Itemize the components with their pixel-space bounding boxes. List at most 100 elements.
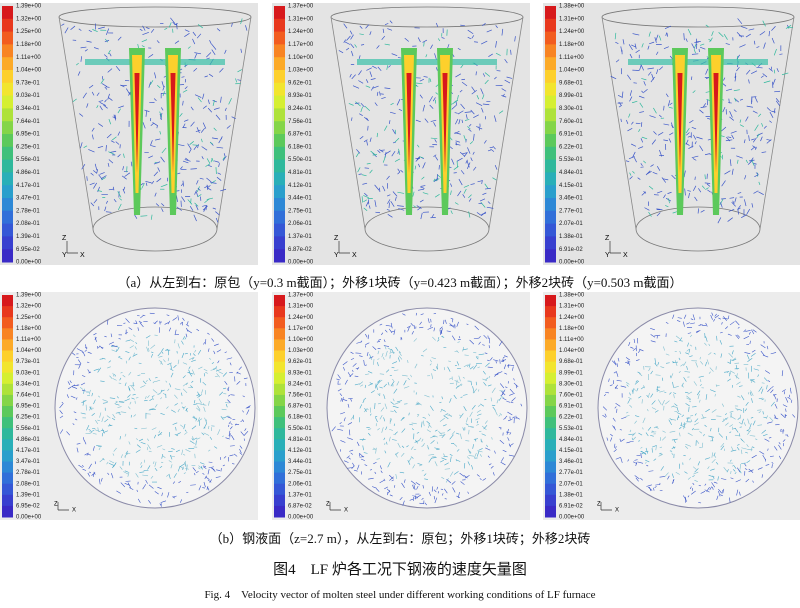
velocity-vector (236, 371, 239, 374)
velocity-vector (122, 374, 126, 378)
velocity-vector (181, 352, 185, 359)
velocity-vector (157, 486, 162, 490)
velocity-vector (344, 41, 351, 45)
velocity-vector (192, 467, 197, 472)
velocity-vector (407, 359, 409, 364)
velocity-vector (472, 444, 474, 449)
velocity-vector (754, 124, 759, 131)
velocity-vector (351, 50, 354, 57)
velocity-vector (484, 352, 488, 354)
velocity-vector (188, 366, 191, 369)
velocity-vector (687, 332, 692, 334)
velocity-vector (697, 208, 699, 214)
velocity-vector (505, 415, 508, 419)
velocity-vector (144, 109, 150, 112)
velocity-vector (359, 33, 364, 36)
velocity-vector (190, 106, 194, 111)
velocity-vector (370, 78, 376, 80)
velocity-vector (639, 102, 644, 108)
colorbar-label: 6.18e-01 (288, 144, 312, 150)
velocity-vector (631, 143, 637, 147)
velocity-vector (166, 473, 170, 477)
velocity-vector (425, 54, 428, 58)
velocity-vector (185, 449, 191, 453)
velocity-vector (171, 448, 175, 450)
velocity-vector (763, 433, 768, 437)
velocity-vector (770, 455, 774, 457)
velocity-vector (215, 114, 221, 121)
velocity-vector (421, 497, 424, 500)
velocity-vector (379, 465, 382, 470)
velocity-vector (627, 360, 630, 366)
velocity-vector (182, 123, 186, 128)
colorbar-band (545, 306, 556, 318)
velocity-vector (432, 435, 435, 438)
colorbar-label: 1.25e+00 (16, 315, 42, 321)
velocity-vector (731, 168, 734, 175)
colorbar-label: 5.53e-01 (559, 157, 583, 163)
velocity-vector (500, 457, 504, 462)
velocity-vector (484, 183, 489, 189)
velocity-vector (202, 465, 207, 468)
velocity-vector (748, 28, 755, 31)
velocity-vector (117, 356, 121, 358)
velocity-vector (468, 123, 472, 127)
velocity-vector (174, 23, 178, 26)
velocity-vector (466, 417, 468, 423)
velocity-vector (385, 324, 392, 327)
velocity-vector (184, 32, 190, 37)
velocity-vector (228, 421, 231, 425)
velocity-vector (186, 321, 189, 325)
colorbar-band (2, 249, 13, 263)
velocity-vector (242, 395, 245, 398)
velocity-vector (182, 406, 186, 410)
axis-label: X (344, 508, 348, 514)
velocity-vector (449, 434, 454, 440)
velocity-vector (631, 44, 637, 48)
velocity-vector (150, 123, 154, 126)
velocity-vector (421, 421, 423, 428)
velocity-vector (347, 372, 352, 378)
velocity-vector (495, 360, 497, 364)
velocity-vector (149, 312, 155, 315)
velocity-vector (492, 472, 495, 476)
velocity-vector (692, 90, 696, 94)
velocity-vector (74, 418, 78, 421)
colorbar-label: 9.73e-01 (16, 80, 40, 86)
velocity-vector (397, 168, 401, 173)
velocity-vector (140, 314, 144, 319)
velocity-vector (104, 335, 107, 338)
velocity-vector (745, 33, 751, 38)
velocity-vector (176, 206, 182, 211)
velocity-vector (85, 344, 87, 350)
colorbar-label: 4.84e-01 (559, 170, 583, 176)
axis-label: Z (597, 502, 601, 508)
colorbar-label: 3.46e-01 (559, 196, 583, 202)
velocity-vector (353, 469, 358, 472)
velocity-vector (365, 24, 370, 29)
velocity-vector (139, 28, 143, 31)
colorbar-band (545, 461, 556, 474)
velocity-vector (344, 379, 348, 385)
velocity-vector (736, 373, 738, 379)
velocity-vector (390, 418, 392, 423)
velocity-vector (683, 455, 686, 457)
velocity-vector (419, 94, 423, 99)
velocity-vector (109, 52, 112, 57)
velocity-vector (670, 122, 674, 129)
velocity-vector (685, 127, 690, 134)
velocity-vector (214, 446, 218, 449)
velocity-vector (609, 384, 613, 387)
velocity-vector (708, 352, 712, 356)
velocity-vector (449, 471, 454, 477)
velocity-vector (105, 145, 107, 152)
axis-triad (338, 241, 350, 254)
velocity-vector (337, 374, 341, 379)
velocity-vector (189, 205, 194, 211)
colorbar-band (2, 328, 13, 340)
velocity-vector (486, 206, 494, 209)
velocity-vector (464, 475, 470, 479)
colorbar-band (545, 295, 556, 307)
velocity-vector (704, 182, 711, 184)
velocity-vector (733, 89, 740, 92)
